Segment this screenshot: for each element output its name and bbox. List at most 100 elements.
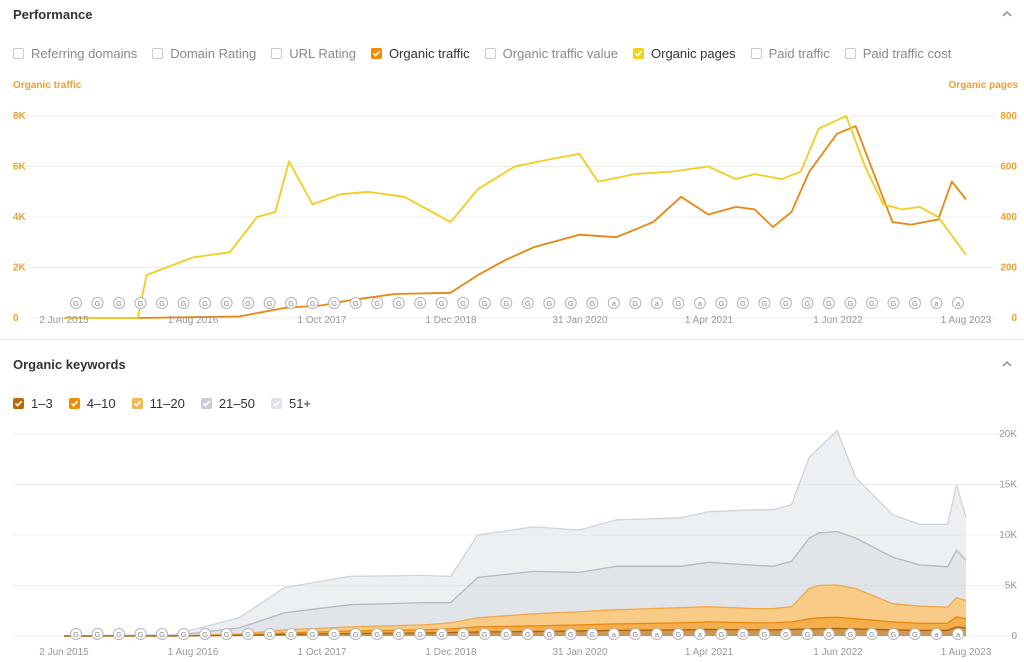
marker-circle [758, 628, 771, 640]
y-tick-right: 800 [1000, 111, 1017, 122]
checkbox[interactable] [68, 397, 80, 409]
y-tick: 15K [999, 480, 1017, 491]
annotation-marker: G [887, 628, 900, 640]
marker-letter: G [804, 630, 810, 639]
marker-letter: G [181, 630, 187, 639]
metric-label: Paid traffic [768, 45, 830, 61]
annotation-marker: G [521, 628, 534, 640]
marker-letter: G [826, 630, 832, 639]
marker-circle [156, 297, 169, 309]
metric-toggle-url-rating[interactable]: URL Rating [271, 46, 356, 61]
marker-circle [242, 297, 255, 309]
marker-circle [822, 628, 835, 640]
checkbox[interactable] [270, 397, 282, 409]
checkbox[interactable] [750, 47, 762, 59]
checkbox[interactable] [271, 47, 283, 59]
marker-letter: G [245, 299, 251, 308]
metric-toggle-referring-domains[interactable]: Referring domains [13, 46, 137, 61]
marker-circle [91, 628, 104, 640]
marker-letter: G [503, 630, 509, 639]
marker-circle [586, 628, 599, 640]
marker-letter: G [138, 299, 144, 308]
marker-circle [930, 628, 943, 640]
marker-circle [952, 297, 964, 309]
checkbox[interactable] [13, 47, 24, 59]
marker-circle [349, 628, 362, 640]
marker-circle [844, 297, 857, 309]
checkbox[interactable] [152, 47, 164, 59]
marker-letter: G [417, 630, 423, 639]
checkbox[interactable] [131, 397, 143, 409]
marker-circle [70, 297, 82, 309]
marker-letter: a [698, 299, 703, 308]
metric-label: Paid traffic cost [862, 45, 952, 61]
metric-toggle-domain-rating[interactable]: Domain Rating [152, 46, 256, 61]
annotation-marker: G [113, 628, 126, 640]
marker-letter: a [956, 630, 961, 639]
chevron-up-icon[interactable] [1000, 7, 1014, 21]
legend-item-4[interactable]: 21–50 [200, 395, 255, 411]
area-band-5 [64, 430, 966, 636]
annotation-marker: G [435, 297, 448, 309]
marker-letter: G [288, 299, 294, 308]
performance-chart[interactable]: 0 2K 4K 6K 8K 0 200 400 600 800 G G G G G G G G G G G G G G G G G G… [0, 0, 1024, 340]
marker-circle [457, 297, 470, 309]
legend-label: 21–50 [218, 395, 255, 411]
metric-toggle-organic-traffic[interactable]: Organic traffic [370, 46, 470, 61]
marker-letter: G [224, 630, 230, 639]
legend-item-5[interactable]: 51+ [270, 396, 311, 411]
marker-circle [285, 297, 298, 309]
marker-circle [822, 297, 835, 309]
checkbox[interactable] [484, 47, 496, 59]
annotation-marker: G [242, 628, 255, 640]
marker-circle [715, 297, 728, 309]
marker-circle [693, 628, 706, 640]
marker-circle [349, 297, 362, 309]
annotation-marker: G [134, 297, 147, 309]
marker-circle [564, 628, 577, 640]
metric-toggle-organic-pages[interactable]: Organic pages [633, 46, 736, 61]
area-line-4 [63, 530, 967, 637]
marker-circle [908, 628, 921, 640]
metric-toggle-paid-traffic-cost[interactable]: Paid traffic cost [844, 45, 952, 61]
legend-item-1[interactable]: 1–3 [13, 396, 53, 411]
marker-letter: G [439, 630, 445, 639]
annotation-marker: G [801, 628, 814, 640]
annotation-marker: G [349, 297, 362, 309]
x-tick: 1 Apr 2021 [685, 647, 734, 658]
marker-letter: G [869, 630, 875, 639]
annotation-marker: G [306, 628, 319, 640]
marker-circle [629, 297, 642, 309]
metric-toggle-paid-traffic[interactable]: Paid traffic [750, 45, 830, 61]
annotation-marker: G [822, 628, 835, 640]
legend-item-2[interactable]: 4–10 [68, 396, 116, 411]
marker-letter: G [95, 299, 101, 308]
checkbox[interactable] [633, 47, 644, 59]
annotation-marker: G [91, 297, 104, 309]
checkbox[interactable] [200, 397, 212, 409]
marker-letter: G [73, 299, 79, 308]
marker-letter: G [138, 630, 144, 639]
annotation-marker: G [392, 628, 405, 640]
marker-letter: G [503, 299, 509, 308]
metric-toggle-organic-traffic-value[interactable]: Organic traffic value [484, 46, 618, 61]
annotation-marker: G [70, 297, 82, 309]
marker-letter: G [181, 299, 187, 308]
chevron-up-icon[interactable] [1000, 357, 1014, 371]
annotation-marker: G [736, 628, 749, 640]
x-tick: 2 Jun 2015 [39, 647, 89, 658]
marker-circle [887, 628, 900, 640]
marker-letter: G [525, 630, 531, 639]
legend-item-3[interactable]: 11–20 [131, 396, 185, 411]
metric-label: URL Rating [289, 45, 356, 61]
marker-circle [736, 297, 749, 309]
marker-circle [371, 628, 384, 640]
annotation-marker: a [952, 297, 964, 309]
checkbox[interactable] [370, 47, 382, 59]
marker-letter: G [267, 299, 273, 308]
checkbox[interactable] [13, 397, 24, 409]
checkbox[interactable] [844, 47, 856, 59]
annotation-marker: G [371, 628, 384, 640]
y-tick-right: 0 [1011, 313, 1017, 324]
